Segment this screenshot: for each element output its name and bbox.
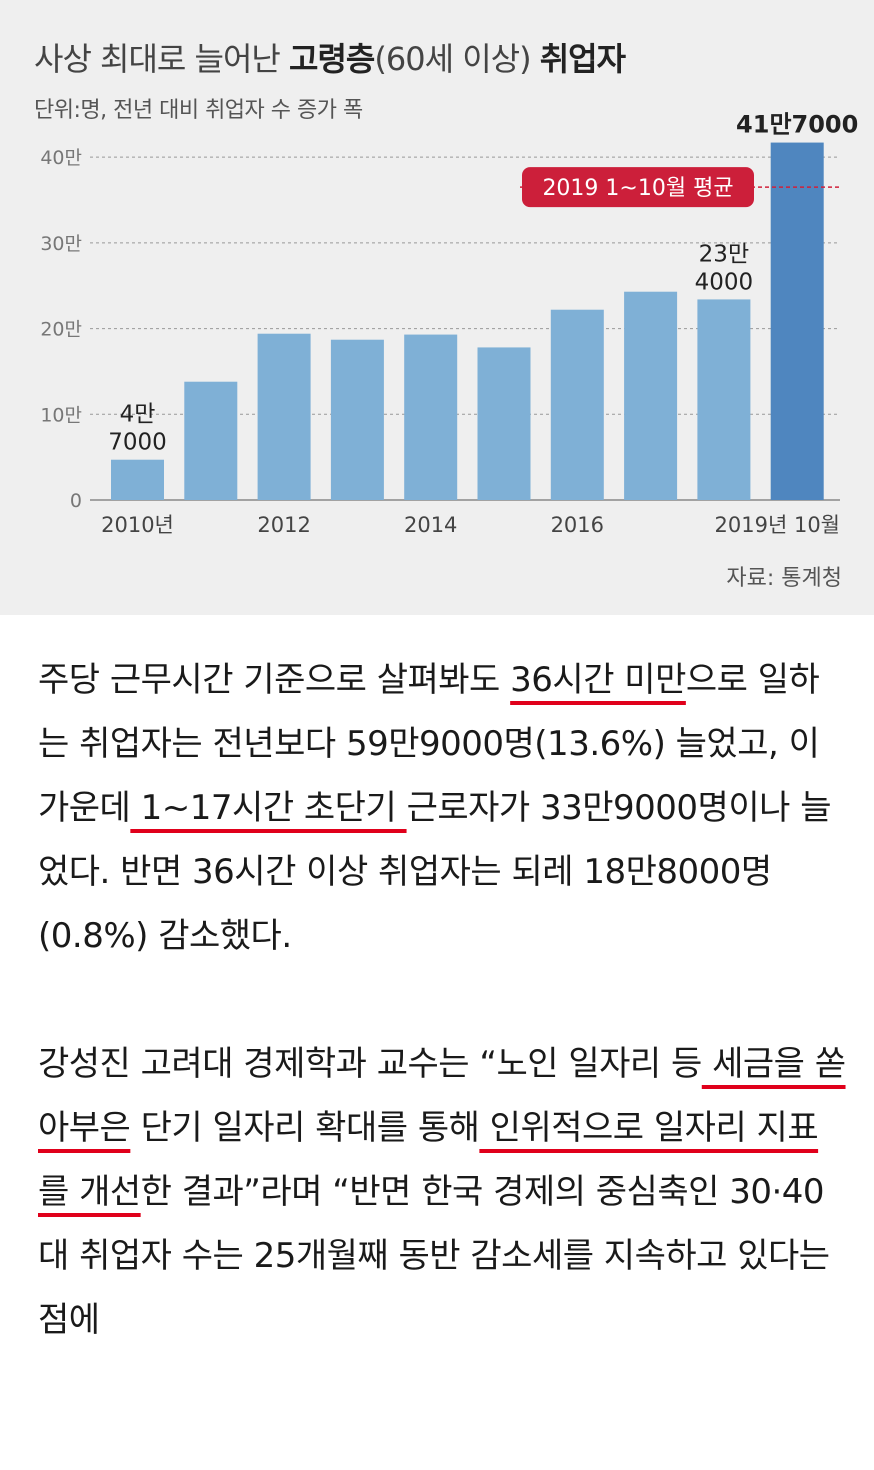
chart-panel: 사상 최대로 늘어난 고령층(60세 이상) 취업자 단위:명, 전년 대비 취…	[0, 0, 874, 615]
y-tick-label: 30만	[40, 233, 82, 255]
bar	[330, 339, 384, 500]
bar	[184, 381, 238, 500]
y-tick-label: 0	[70, 490, 82, 512]
chart-subtitle: 단위:명, 전년 대비 취업자 수 증가 폭	[34, 98, 363, 123]
bar	[477, 347, 531, 500]
average-badge	[522, 167, 754, 208]
x-tick-label: 2016	[551, 513, 604, 537]
x-tick-label: 2012	[257, 513, 310, 537]
bar	[624, 291, 678, 500]
x-tick-label: 2019년 10월	[715, 513, 840, 537]
bar	[257, 333, 311, 500]
paragraph-spacer	[38, 968, 848, 1032]
bar	[111, 459, 164, 500]
highlighted-text: 1~17시간 초단기	[130, 788, 407, 828]
y-tick-label: 20만	[40, 319, 82, 341]
data-label: 23만	[699, 241, 749, 267]
bar	[770, 142, 824, 501]
x-tick-label: 2014	[404, 513, 457, 537]
chart-title: 사상 최대로 늘어난 고령층(60세 이상) 취업자	[34, 40, 626, 78]
y-tick-label: 40만	[40, 147, 82, 169]
bar	[404, 334, 458, 500]
data-label: 4만	[120, 402, 156, 428]
article-paragraph-2: 강성진 고려대 경제학과 교수는 “노인 일자리 등 세금을 쏟아부은 단기 일…	[38, 1032, 848, 1352]
bar	[697, 299, 751, 500]
bar	[550, 309, 604, 500]
paragraph-text: 단기 일자리 확대를 통해	[130, 1108, 480, 1148]
paragraph-text: 강성진 고려대 경제학과 교수는 “노인 일자리 등	[38, 1044, 702, 1084]
paragraph-text: 한 결과”라며 “반면 한국 경제의 중심축인 30·40대 취업자 수는 25…	[38, 1172, 830, 1340]
average-label: 2019 1~10월 평균	[542, 176, 733, 201]
source-note: 자료: 통계청	[726, 566, 842, 591]
article-body: 주당 근무시간 기준으로 살펴봐도 36시간 미만으로 일하는 취업자는 전년보…	[38, 648, 848, 1352]
data-label: 41만7000	[736, 111, 858, 139]
paragraph-text: 주당 근무시간 기준으로 살펴봐도	[38, 660, 511, 700]
x-tick-label: 2010년	[101, 513, 174, 537]
data-label: 7000	[108, 430, 167, 456]
paragraph-text: 근로자가 33만9000명이나 늘었다. 반면 36시간 이상 취업자는 되레 …	[38, 788, 832, 956]
article-paragraph-1: 주당 근무시간 기준으로 살펴봐도 36시간 미만으로 일하는 취업자는 전년보…	[38, 648, 848, 968]
highlighted-text: 인위적으로 일자리 지표를 개선	[38, 1108, 819, 1212]
highlighted-text: 36시간 미만	[510, 660, 686, 700]
data-label: 4000	[695, 269, 754, 295]
highlighted-text: 세금을 쏟아부은	[38, 1044, 846, 1148]
y-tick-label: 10만	[40, 404, 82, 426]
paragraph-text: 으로 일하는 취업자는 전년보다 59만9000명(13.6%) 늘었고, 이 …	[38, 660, 820, 828]
